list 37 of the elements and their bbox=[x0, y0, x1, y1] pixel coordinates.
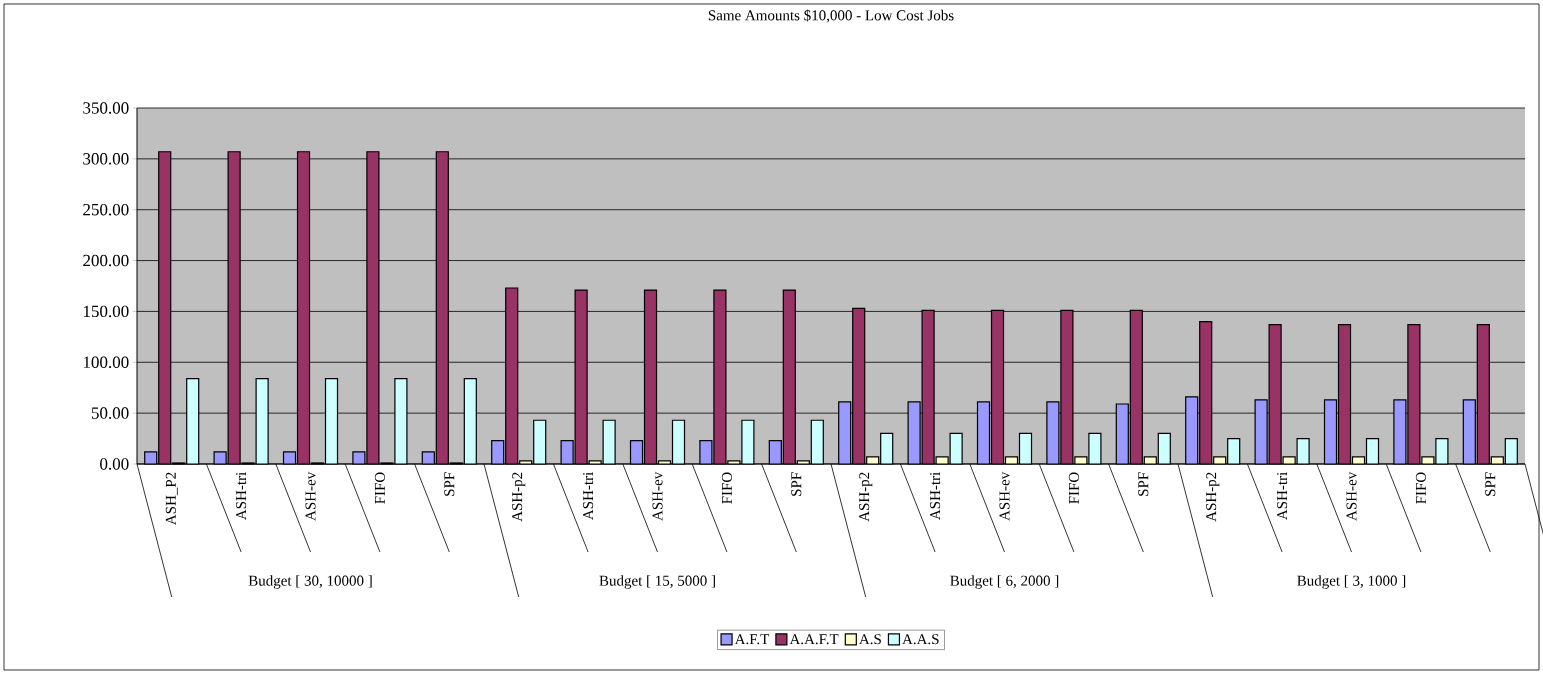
x-tick-label: ASH-ev bbox=[999, 471, 1010, 521]
legend-label: A.A.F.T bbox=[789, 634, 839, 645]
x-tick-label: SPF bbox=[1485, 472, 1496, 496]
x-tick-label: ASH-p2 bbox=[512, 472, 526, 522]
y-tick-label: 300.00 bbox=[83, 153, 129, 165]
y-tick-label: 150.00 bbox=[83, 305, 129, 318]
x-tick-label: FIFO bbox=[1415, 472, 1426, 504]
y-tick-label: 250.00 bbox=[83, 203, 129, 216]
x-tick-label: ASH-ev bbox=[652, 471, 663, 521]
x-tick-label: ASH-p2 bbox=[859, 472, 873, 522]
x-tick-label: FIFO bbox=[721, 472, 732, 504]
text: Budget [ 30, 10000 ] bbox=[248, 575, 372, 589]
x-tick-label: ASH-p2 bbox=[1206, 472, 1220, 522]
x-tick-label: ASH-tri bbox=[1277, 472, 1288, 520]
x-tick-label: ASH-tri bbox=[236, 472, 247, 520]
x-tick-label: SPF bbox=[791, 472, 802, 496]
x-tick-label: ASH_P2 bbox=[165, 472, 178, 525]
x-tick-label: ASH-tri bbox=[583, 472, 594, 520]
legend-label: A.F.T bbox=[734, 634, 770, 645]
legend-label: A.S bbox=[859, 634, 881, 645]
chart-title: Same Amounts $10,000 - Low Cost Jobs bbox=[708, 9, 954, 23]
y-tick-label: 50.00 bbox=[91, 407, 129, 419]
y-tick-label: 200.00 bbox=[83, 254, 129, 267]
text: Budget [ 3, 1000 ] bbox=[1297, 575, 1406, 589]
x-tick-label: ASH-tri bbox=[930, 472, 941, 520]
x-tick-label: SPF bbox=[444, 472, 455, 496]
x-tick-label: ASH-ev bbox=[305, 471, 316, 521]
y-tick-label: 0.00 bbox=[100, 458, 129, 470]
x-tick-label: FIFO bbox=[1068, 472, 1079, 504]
legend-label: A.A.S bbox=[902, 634, 939, 645]
x-tick-label: ASH-ev bbox=[1346, 471, 1357, 521]
text: Budget [ 15, 5000 ] bbox=[599, 575, 715, 589]
text: Budget [ 6, 2000 ] bbox=[950, 575, 1059, 589]
x-tick-label: SPF bbox=[1138, 472, 1149, 496]
y-tick-label: 100.00 bbox=[83, 356, 129, 369]
y-tick-label: 350.00 bbox=[83, 102, 129, 114]
x-tick-label: FIFO bbox=[374, 472, 385, 504]
